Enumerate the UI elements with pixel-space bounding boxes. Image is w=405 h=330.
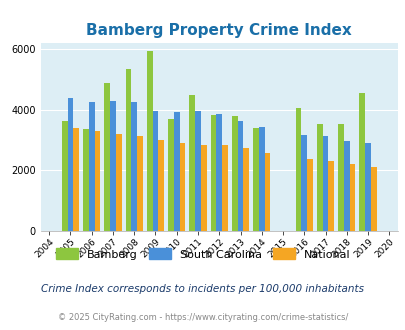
Bar [243, 148, 249, 231]
Bar [295, 108, 301, 231]
Bar [189, 95, 195, 231]
Bar [195, 112, 200, 231]
Text: Crime Index corresponds to incidents per 100,000 inhabitants: Crime Index corresponds to incidents per… [41, 284, 364, 294]
Bar [125, 69, 131, 231]
Bar [253, 128, 258, 231]
Bar [301, 135, 307, 231]
Bar [328, 161, 333, 231]
Title: Bamberg Property Crime Index: Bamberg Property Crime Index [86, 22, 351, 38]
Bar [158, 140, 164, 231]
Bar [237, 121, 243, 231]
Legend: Bamberg, South Carolina, National: Bamberg, South Carolina, National [55, 248, 350, 260]
Bar [89, 102, 94, 231]
Bar [83, 129, 89, 231]
Bar [258, 127, 264, 231]
Bar [343, 141, 349, 231]
Bar [349, 164, 354, 231]
Bar [94, 131, 100, 231]
Bar [216, 115, 222, 231]
Bar [168, 119, 173, 231]
Bar [200, 145, 206, 231]
Bar [110, 101, 115, 231]
Bar [152, 112, 158, 231]
Bar [104, 83, 110, 231]
Bar [179, 143, 185, 231]
Bar [115, 134, 121, 231]
Bar [210, 115, 216, 231]
Bar [67, 98, 73, 231]
Bar [370, 167, 376, 231]
Bar [322, 136, 328, 231]
Bar [173, 112, 179, 231]
Bar [137, 136, 143, 231]
Bar [131, 102, 137, 231]
Bar [264, 153, 270, 231]
Bar [222, 146, 227, 231]
Bar [73, 128, 79, 231]
Bar [62, 121, 67, 231]
Bar [364, 143, 370, 231]
Bar [337, 124, 343, 231]
Bar [307, 159, 312, 231]
Text: © 2025 CityRating.com - https://www.cityrating.com/crime-statistics/: © 2025 CityRating.com - https://www.city… [58, 313, 347, 322]
Bar [147, 51, 152, 231]
Bar [358, 93, 364, 231]
Bar [316, 124, 322, 231]
Bar [231, 116, 237, 231]
